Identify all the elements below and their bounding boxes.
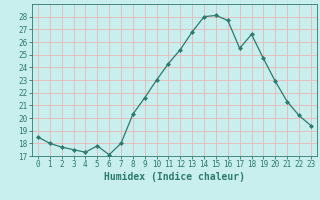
- X-axis label: Humidex (Indice chaleur): Humidex (Indice chaleur): [104, 172, 245, 182]
